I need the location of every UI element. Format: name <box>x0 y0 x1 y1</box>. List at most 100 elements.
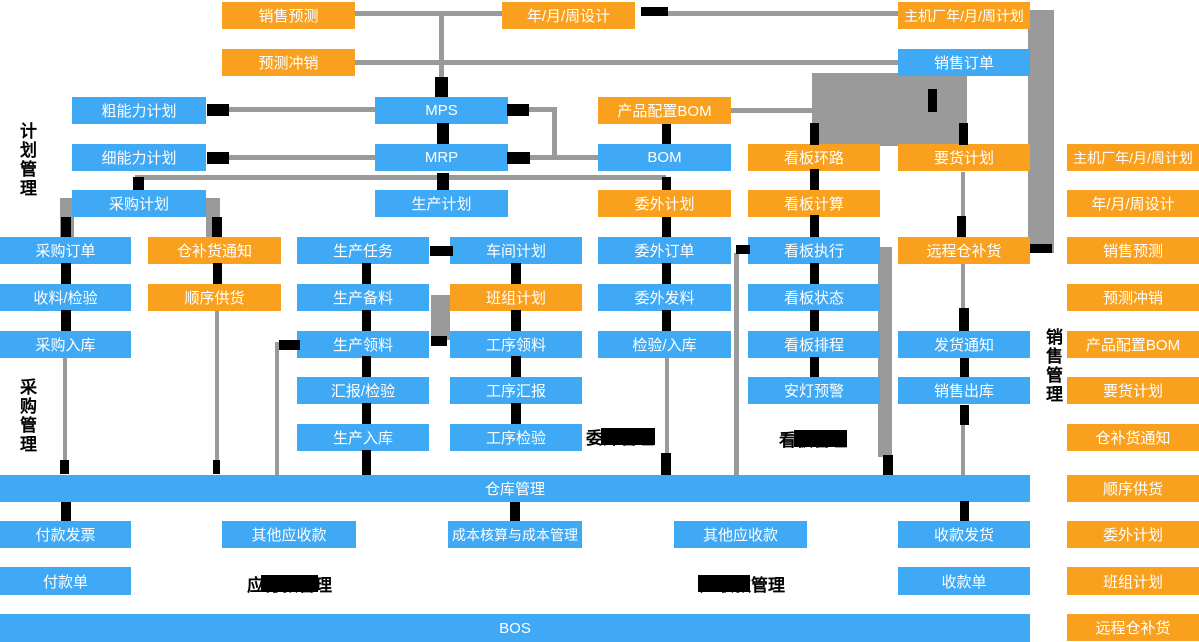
kanban-status: 看板状态 <box>748 284 880 311</box>
sales-forecast: 销售预测 <box>222 2 355 29</box>
payment-slip: 付款单 <box>0 567 131 595</box>
warehouse-management: 仓库管理 <box>0 475 1030 502</box>
delivery-request-plan: 要货计划 <box>898 144 1030 171</box>
andon-warning: 安灯预警 <box>748 377 880 404</box>
purchase-order: 采购订单 <box>0 237 131 264</box>
black-connector-bar <box>207 152 229 164</box>
gray-connector-line <box>355 60 898 65</box>
kanban-scheduling: 看板排程 <box>748 331 880 358</box>
oem-year-month-week-plan-r: 主机厂年/月/周计划 <box>1067 144 1199 171</box>
year-month-week-design: 年/月/周设计 <box>502 2 635 29</box>
black-connector-bar <box>810 310 819 331</box>
receiving-inspection: 收料/检验 <box>0 284 131 311</box>
mrp: MRP <box>375 144 508 171</box>
gray-connector-line <box>552 107 557 160</box>
black-connector-bar <box>960 405 969 425</box>
black-connector-bar <box>662 217 671 237</box>
product-config-bom: 产品配置BOM <box>598 97 731 124</box>
year-month-week-design-r: 年/月/周设计 <box>1067 190 1199 217</box>
black-connector-bar <box>662 310 671 331</box>
delivery-request-plan-r: 要货计划 <box>1067 377 1199 404</box>
other-receivables-2: 其他应收款 <box>674 521 807 548</box>
black-connector-bar <box>810 215 819 237</box>
gray-connector-block <box>431 295 450 340</box>
black-connector-bar <box>511 310 521 331</box>
gray-connector-line <box>63 356 67 461</box>
black-connector-bar <box>437 173 449 190</box>
production-material-picking: 生产领料 <box>297 331 429 358</box>
black-connector-bar <box>928 89 937 112</box>
production-inbound: 生产入库 <box>297 424 429 451</box>
production-task: 生产任务 <box>297 237 429 264</box>
black-connector-bar <box>510 502 520 521</box>
purchasing-management-label: 采购管理 <box>17 378 36 454</box>
process-inspection: 工序检验 <box>450 424 582 451</box>
black-connector-bar <box>362 403 371 424</box>
black-connector-bar <box>133 177 144 190</box>
gray-connector-block <box>1028 10 1054 253</box>
black-connector-bar <box>960 358 969 377</box>
process-report: 工序汇报 <box>450 377 582 404</box>
gray-connector-line <box>528 155 598 160</box>
black-connector-bar <box>212 217 222 237</box>
black-connector-bar <box>507 152 530 164</box>
black-connector-bar <box>511 403 521 424</box>
bom: BOM <box>598 144 731 171</box>
black-connector-bar <box>662 124 671 144</box>
payment-invoice: 付款发票 <box>0 521 131 548</box>
kanban-execution: 看板执行 <box>748 237 880 264</box>
process-material-picking: 工序领料 <box>450 331 582 358</box>
gray-connector-line <box>215 310 219 461</box>
black-connector-bar <box>1030 244 1052 253</box>
outsourcing-management-label-cover <box>601 428 655 445</box>
gray-connector-line <box>528 107 557 112</box>
planning-management-label: 计划管理 <box>17 122 36 198</box>
black-connector-bar <box>959 308 969 331</box>
other-receivables-1: 其他应收款 <box>222 521 356 548</box>
black-connector-bar <box>61 310 71 331</box>
black-connector-bar <box>507 104 529 116</box>
sales-forecast-r: 销售预测 <box>1067 237 1199 264</box>
black-connector-bar <box>511 263 521 284</box>
black-connector-bar <box>430 246 453 256</box>
sales-management-label: 销售管理 <box>1043 328 1062 404</box>
receipt-shipment: 收款发货 <box>898 521 1030 548</box>
remote-warehouse-replenishment: 远程仓补货 <box>898 237 1030 264</box>
kanban-management-label-cover <box>794 430 847 447</box>
production-plan: 生产计划 <box>375 190 508 217</box>
remote-warehouse-replenishment-r: 远程仓补货 <box>1067 614 1199 641</box>
black-connector-bar <box>213 460 220 474</box>
warehouse-replenishment-notice-r: 仓补货通知 <box>1067 424 1199 451</box>
sales-outbound: 销售出库 <box>898 377 1030 404</box>
black-connector-bar <box>810 169 819 190</box>
cost-accounting-management: 成本核算与成本管理 <box>448 521 582 548</box>
gray-connector-line <box>731 108 812 113</box>
rough-capacity-plan: 粗能力计划 <box>72 97 206 124</box>
team-plan: 班组计划 <box>450 284 582 311</box>
inspection-inbound: 检验/入库 <box>598 331 731 358</box>
gray-connector-line <box>961 425 965 476</box>
gray-connector-line <box>228 107 375 112</box>
mps: MPS <box>375 97 508 124</box>
black-connector-bar <box>662 263 671 284</box>
gray-connector-line <box>665 357 669 455</box>
black-connector-bar <box>207 104 229 116</box>
shipping-notice: 发货通知 <box>898 331 1030 358</box>
black-connector-bar <box>362 450 371 475</box>
gray-connector-line <box>228 155 375 160</box>
team-plan-r: 班组计划 <box>1067 567 1199 595</box>
purchase-inbound: 采购入库 <box>0 331 131 358</box>
oem-year-month-week-plan: 主机厂年/月/周计划 <box>898 2 1030 29</box>
kanban-loop: 看板环路 <box>748 144 880 171</box>
black-connector-bar <box>61 263 71 284</box>
black-connector-bar <box>959 123 968 145</box>
black-connector-bar <box>213 263 222 284</box>
black-connector-bar <box>431 336 447 346</box>
black-connector-bar <box>810 123 819 145</box>
production-material-prep: 生产备料 <box>297 284 429 311</box>
black-connector-bar <box>661 453 671 475</box>
black-connector-bar <box>362 263 371 284</box>
black-connector-bar <box>60 460 69 474</box>
product-config-bom-r: 产品配置BOM <box>1067 331 1199 358</box>
